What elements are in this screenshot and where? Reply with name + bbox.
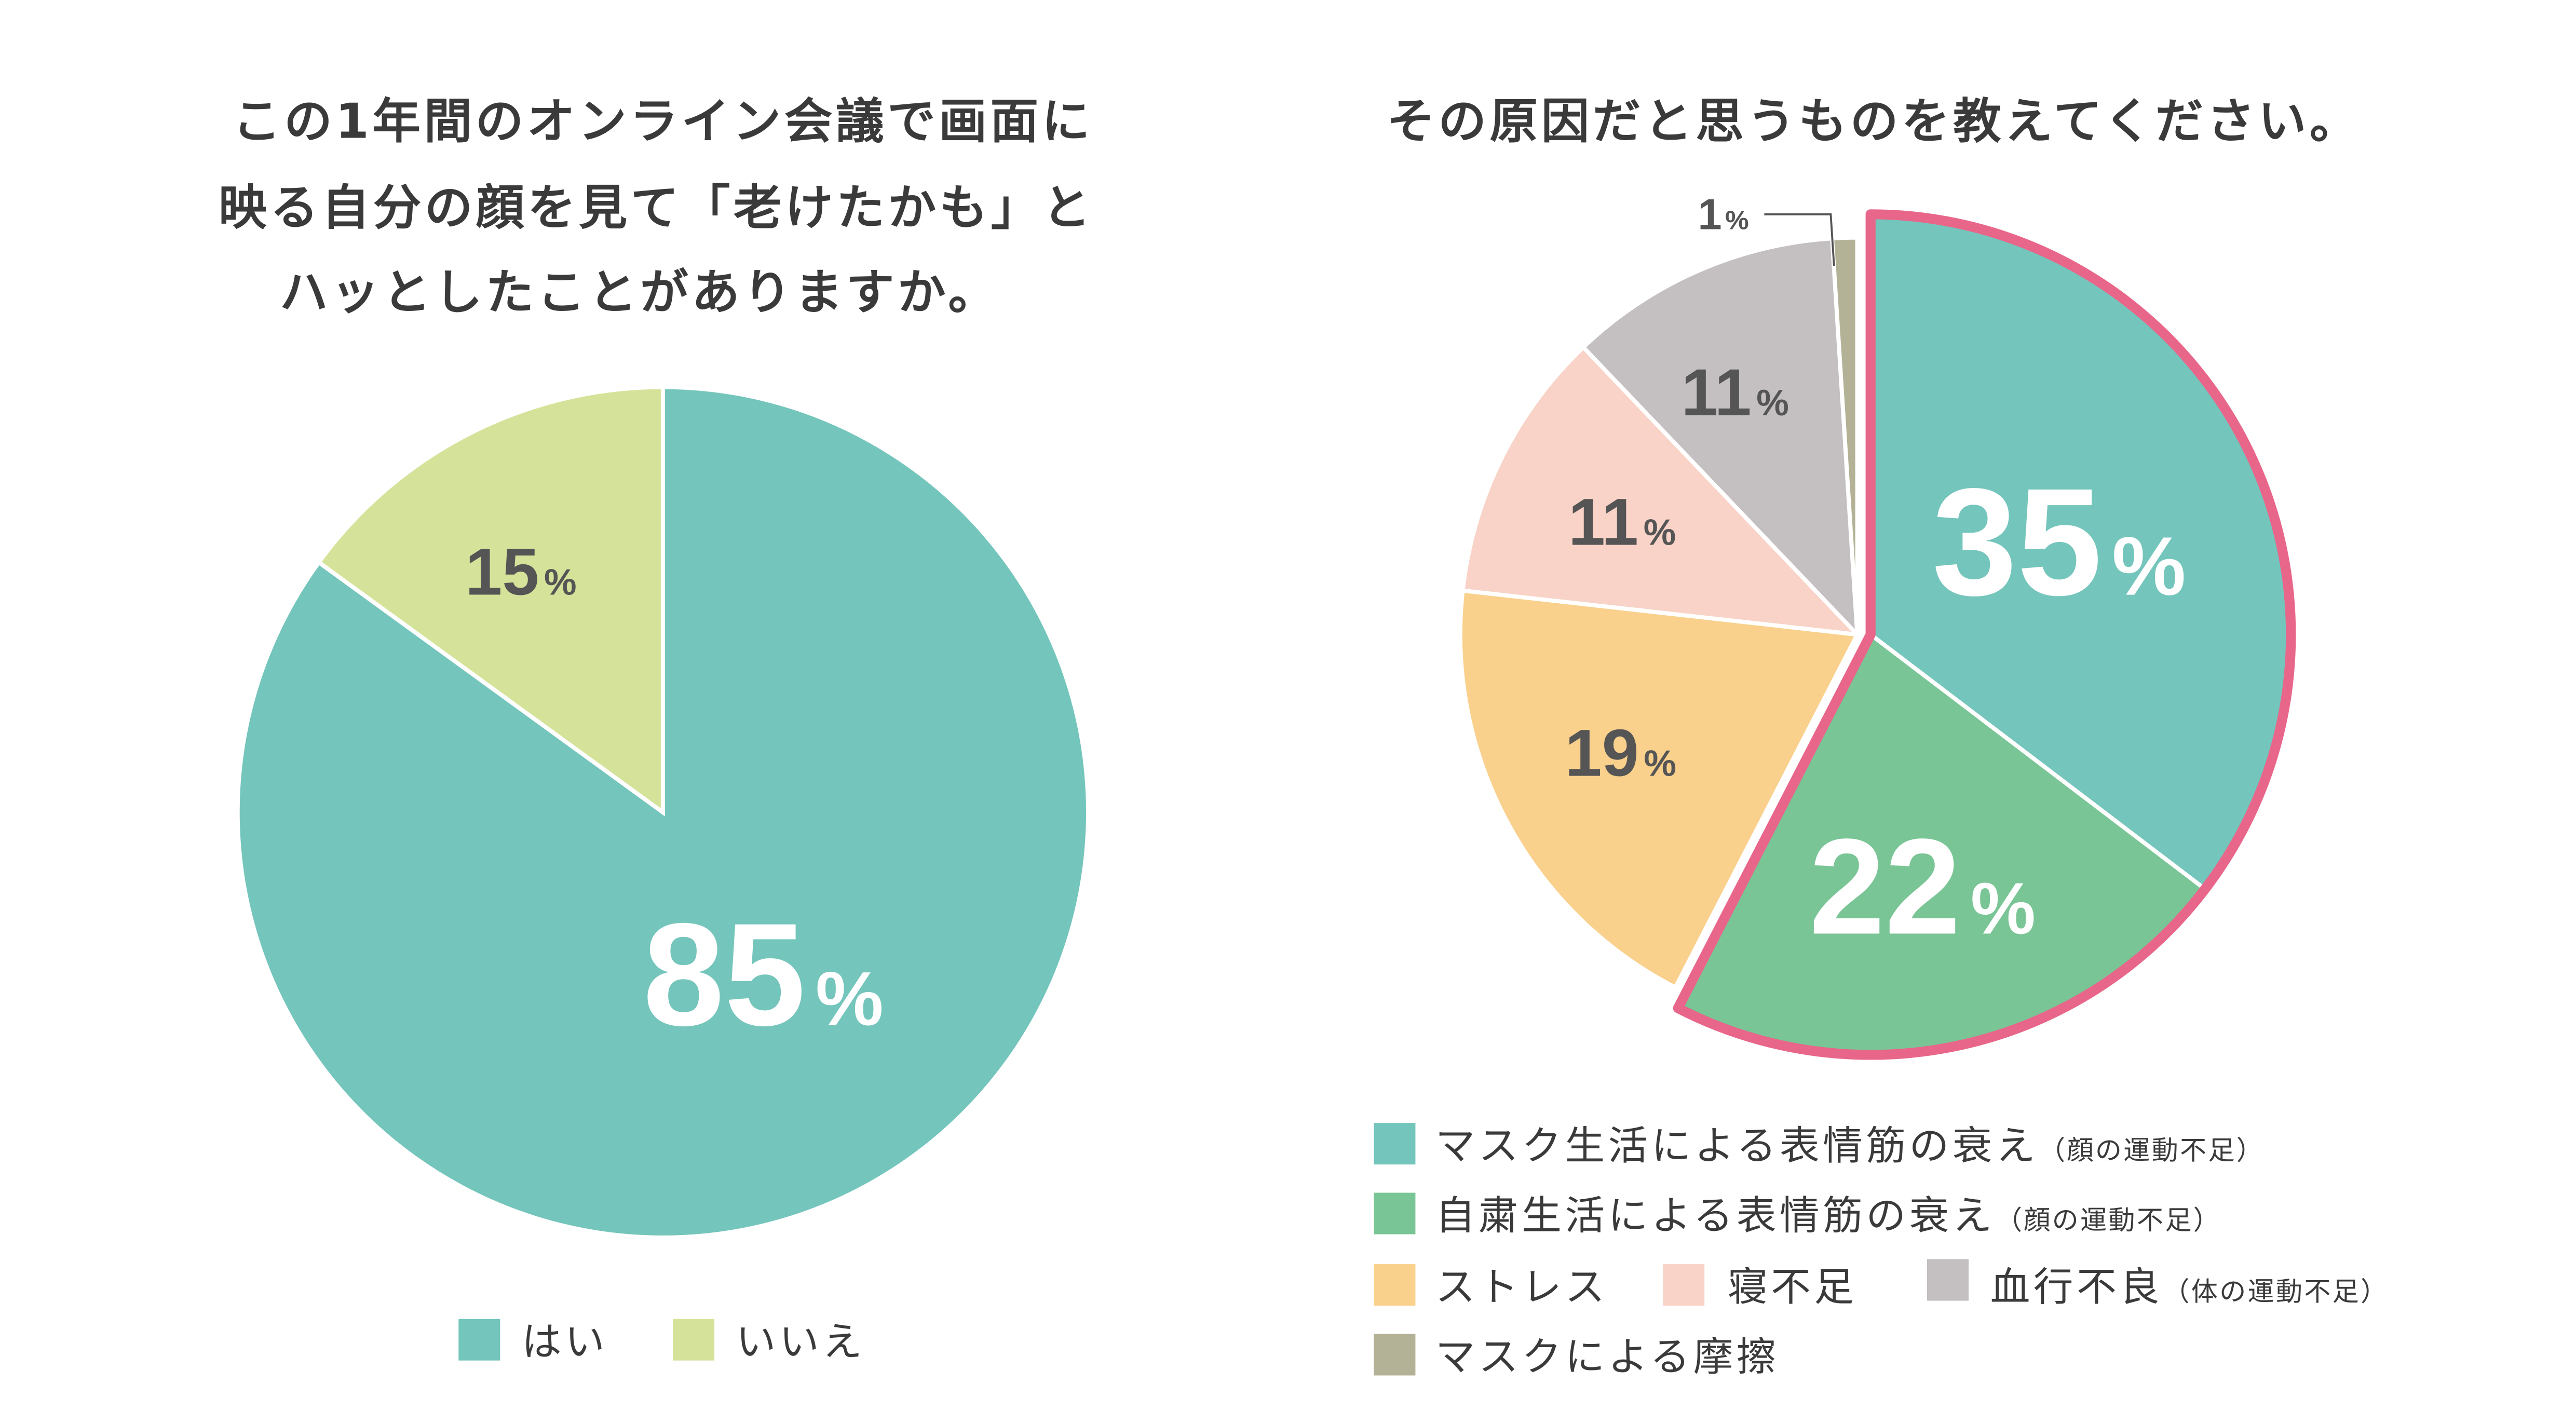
title-line: 映る自分の顔を見て「老けたかも」と: [219, 180, 1094, 236]
pie-slice-4: [1580, 236, 1860, 641]
pie-slice-3: [1460, 344, 1863, 637]
highlight-outline: [1673, 209, 2296, 1060]
right-pie: [1458, 209, 2296, 1060]
legend-label: マスクによる摩擦: [1435, 1334, 1780, 1380]
data-label-friction: 1%: [1698, 191, 1748, 239]
data-label-yes: 85%: [643, 892, 883, 1056]
legend-swatch: [1374, 1123, 1416, 1165]
data-label-mask-muscle: 35%: [1932, 457, 2186, 628]
data-label-sleep: 11%: [1568, 485, 1676, 560]
pie-slice-2: [1458, 588, 1861, 991]
legend-swatch: [1663, 1264, 1705, 1306]
data-label-stress: 19%: [1565, 716, 1676, 790]
legend-swatch: [1374, 1264, 1416, 1306]
left-chart-title: この1年間のオンライン会議で画面に 映る自分の顔を見て「老けたかも」と ハッとし…: [219, 93, 1094, 321]
left-pie: [235, 385, 1091, 1240]
legend-label-no: いいえ: [736, 1319, 866, 1365]
legend-swatch: [1927, 1259, 1969, 1301]
legend-swatch-no: [673, 1319, 715, 1361]
leader-line-friction: [1764, 213, 1835, 266]
right-legend: マスク生活による表情筋の衰え（顔の運動不足） 自粛生活による表情筋の衰え（顔の運…: [1374, 1123, 2389, 1380]
legend-swatch-yes: [458, 1319, 500, 1361]
data-label-stayhome-muscle: 22%: [1809, 810, 2036, 962]
title-line: この1年間のオンライン会議で画面に: [233, 93, 1093, 150]
title-line: ハッとしたことがありますか。: [280, 264, 1000, 320]
legend-swatch: [1374, 1334, 1416, 1376]
legend-label: ストレス: [1435, 1265, 1608, 1311]
data-label-no: 15%: [465, 535, 577, 609]
legend-label: 寝不足: [1728, 1265, 1858, 1311]
data-label-circulation: 11%: [1681, 356, 1788, 430]
legend-label: 自粛生活による表情筋の衰え（顔の運動不足）: [1435, 1193, 2221, 1239]
legend-swatch: [1374, 1192, 1416, 1234]
left-legend: はい いいえ: [458, 1319, 866, 1365]
pie-slice-1: [316, 385, 665, 817]
legend-label: マスク生活による表情筋の衰え（顔の運動不足）: [1435, 1123, 2265, 1170]
right-chart-title: その原因だと思うものを教えてください。: [1387, 93, 2361, 150]
legend-label-yes: はい: [522, 1319, 608, 1365]
legend-label: 血行不良（体の運動不足）: [1990, 1265, 2389, 1311]
